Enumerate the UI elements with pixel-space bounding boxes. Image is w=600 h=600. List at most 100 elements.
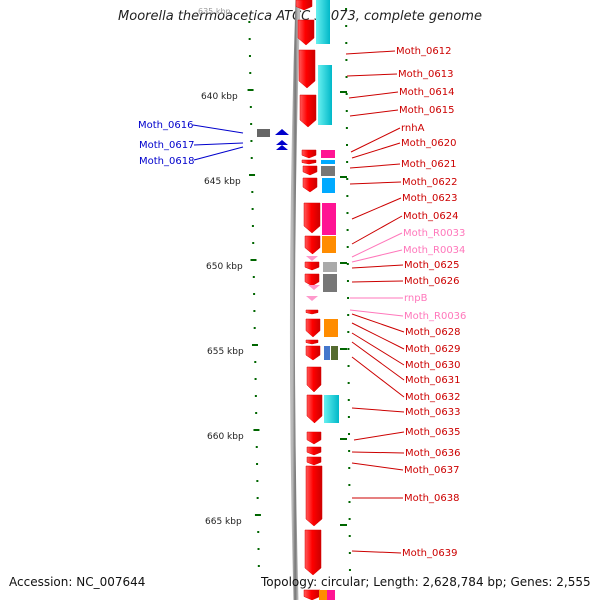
gene-label-moth-0612[interactable]: Moth_0612 <box>396 46 451 57</box>
gene-arrow <box>305 339 319 345</box>
cog-box <box>323 262 337 272</box>
ruler-tick <box>251 225 254 227</box>
gene-label-moth-0613[interactable]: Moth_0613 <box>398 69 453 80</box>
gene-label-moth-0623[interactable]: Moth_0623 <box>402 193 457 204</box>
ruler-tick <box>250 140 253 142</box>
gene-label-moth-r0033[interactable]: Moth_R0033 <box>403 228 465 239</box>
cog-category-boxes <box>316 0 339 600</box>
ruler-label-665: 665 kbp <box>205 517 242 527</box>
gene-arrow <box>305 345 321 361</box>
ruler-tick <box>345 76 348 78</box>
ruler-tick <box>346 229 349 231</box>
gene-label-moth-r0036[interactable]: Moth_R0036 <box>404 311 466 322</box>
rna-feature <box>308 285 320 290</box>
ruler-label-645: 645 kbp <box>204 177 241 187</box>
ruler-tick <box>251 208 254 210</box>
gene-label-rnpb[interactable]: rnpB <box>404 293 428 304</box>
cog-box <box>323 274 337 292</box>
gene-label-moth-0624[interactable]: Moth_0624 <box>403 211 458 222</box>
gene-label-moth-0629[interactable]: Moth_0629 <box>405 344 460 355</box>
gene-label-moth-0621[interactable]: Moth_0621 <box>401 159 456 170</box>
cog-box <box>321 150 335 158</box>
gene-label-moth-0617[interactable]: Moth_0617 <box>139 140 194 151</box>
gene-label-moth-0620[interactable]: Moth_0620 <box>401 138 456 149</box>
ruler-tick <box>348 552 351 554</box>
leader-line <box>351 550 402 554</box>
ruler-tick <box>251 191 254 193</box>
gene-label-moth-0636[interactable]: Moth_0636 <box>405 448 460 459</box>
ruler-tick <box>346 280 349 282</box>
leader-line <box>345 50 396 55</box>
ruler-tick <box>249 106 252 108</box>
reverse-gene <box>257 129 270 137</box>
gene-label-moth-0626[interactable]: Moth_0626 <box>404 276 459 287</box>
ruler-tick <box>248 55 251 57</box>
reverse-strand-features <box>257 129 289 150</box>
gene-label-moth-r0034[interactable]: Moth_R0034 <box>403 245 465 256</box>
reverse-gene-arrow <box>276 145 288 150</box>
cog-box <box>321 160 335 164</box>
ruler-tick <box>257 565 260 567</box>
gene-arrow <box>298 49 316 89</box>
ruler-major-tick <box>340 524 347 526</box>
ruler-tick <box>254 395 257 397</box>
ruler-tick <box>348 518 351 520</box>
gene-label-moth-0633[interactable]: Moth_0633 <box>405 407 460 418</box>
rna-feature <box>306 256 318 261</box>
gene-label-rnha[interactable]: rnhA <box>401 123 425 134</box>
leader-line <box>351 313 405 333</box>
ruler-top-label: 635 kbp <box>198 7 231 16</box>
gene-label-moth-0625[interactable]: Moth_0625 <box>404 260 459 271</box>
gene-label-moth-0635[interactable]: Moth_0635 <box>405 427 460 438</box>
ruler-tick <box>347 382 350 384</box>
leader-line <box>351 341 405 381</box>
gene-label-moth-0638[interactable]: Moth_0638 <box>404 493 459 504</box>
ruler-tick <box>254 361 257 363</box>
ruler-label-660: 660 kbp <box>207 432 244 442</box>
leader-line <box>193 146 244 161</box>
gene-arrow <box>299 94 317 128</box>
gene-arrow <box>305 465 323 527</box>
ruler-tick <box>257 531 260 533</box>
gene-arrow <box>306 394 323 424</box>
ruler-tick <box>346 178 349 180</box>
ruler-major-tick <box>340 176 347 178</box>
ruler-major-tick <box>340 438 347 440</box>
ruler-tick <box>347 399 350 401</box>
cog-box <box>331 346 338 360</box>
ruler-tick <box>253 327 256 329</box>
ruler-tick <box>345 42 348 44</box>
ruler-tick <box>347 365 350 367</box>
gene-arrow <box>306 456 322 466</box>
ruler-tick <box>345 25 348 27</box>
gene-arrow <box>303 589 321 600</box>
gene-label-moth-0614[interactable]: Moth_0614 <box>399 87 454 98</box>
gene-label-moth-0618[interactable]: Moth_0618 <box>139 156 194 167</box>
leader-line <box>351 322 405 350</box>
gene-label-moth-0628[interactable]: Moth_0628 <box>405 327 460 338</box>
ruler-tick <box>249 174 256 176</box>
cog-box <box>316 0 330 44</box>
ruler-tick <box>346 161 349 163</box>
ruler-tick <box>345 93 348 95</box>
leader-line <box>351 462 404 471</box>
ruler-tick <box>347 314 350 316</box>
gene-label-moth-0630[interactable]: Moth_0630 <box>405 360 460 371</box>
gene-label-moth-0632[interactable]: Moth_0632 <box>405 392 460 403</box>
ruler-tick <box>348 569 351 571</box>
gene-label-moth-0622[interactable]: Moth_0622 <box>402 177 457 188</box>
gene-label-moth-0637[interactable]: Moth_0637 <box>404 465 459 476</box>
leader-line <box>351 356 405 398</box>
ruler-tick <box>252 242 255 244</box>
gene-label-moth-0615[interactable]: Moth_0615 <box>399 105 454 116</box>
gene-label-moth-0639[interactable]: Moth_0639 <box>402 548 457 559</box>
reverse-gene-arrow <box>275 129 289 135</box>
accession-text: Accession: NC_007644 <box>9 575 146 589</box>
gene-label-moth-0616[interactable]: Moth_0616 <box>138 120 193 131</box>
leader-line <box>351 232 403 258</box>
ruler-tick <box>346 212 349 214</box>
ruler-label-650: 650 kbp <box>206 262 243 272</box>
ruler-tick <box>247 89 254 91</box>
gene-arrow <box>304 235 321 255</box>
gene-label-moth-0631[interactable]: Moth_0631 <box>405 375 460 386</box>
